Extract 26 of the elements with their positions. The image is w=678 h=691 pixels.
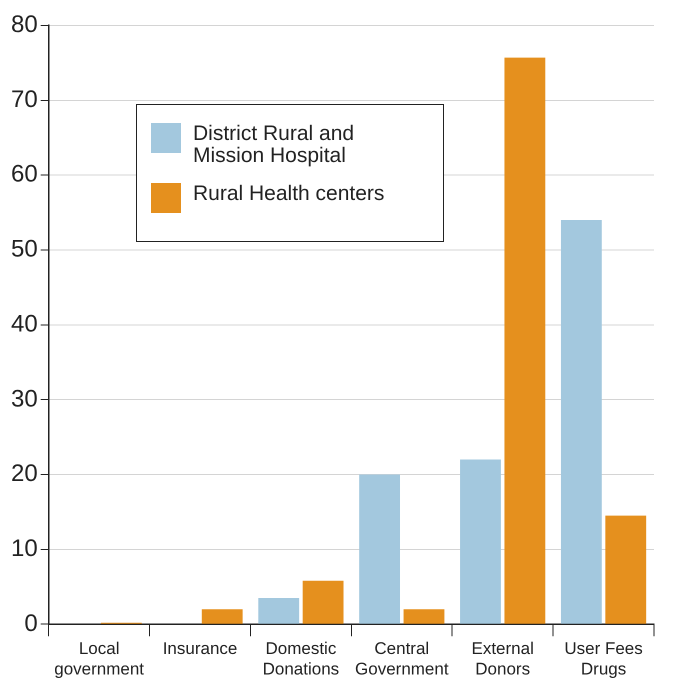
bar [460,460,501,624]
x-tick-label: Local government [54,639,144,678]
bar [504,58,546,624]
bar [404,609,444,624]
bar [302,580,344,624]
x-tick-label: Insurance [162,639,238,658]
y-tick-label: 0 [24,610,38,637]
x-tick-label: Domestic Donations [262,639,340,678]
bar [605,516,646,624]
bar [560,220,602,624]
y-tick-label: 30 [10,385,38,412]
y-tick-label: 50 [10,236,38,263]
bar [359,474,400,624]
y-tick-label: 70 [10,86,38,113]
y-tick-label: 20 [10,460,38,488]
x-tick-label: User Fees Drugs [564,639,643,678]
legend-label: Rural Health centers [193,182,384,205]
y-tick-label: 80 [10,11,38,38]
bar [202,609,243,624]
x-tick-label: Central Government [355,639,449,678]
bar [258,598,300,624]
x-tick-label: External Donors [471,639,534,678]
y-tick-label: 40 [10,310,38,338]
y-tick-label: 10 [10,534,38,562]
y-tick-label: 60 [10,160,38,188]
legend-label: District Rural and Mission Hospital [193,122,356,167]
